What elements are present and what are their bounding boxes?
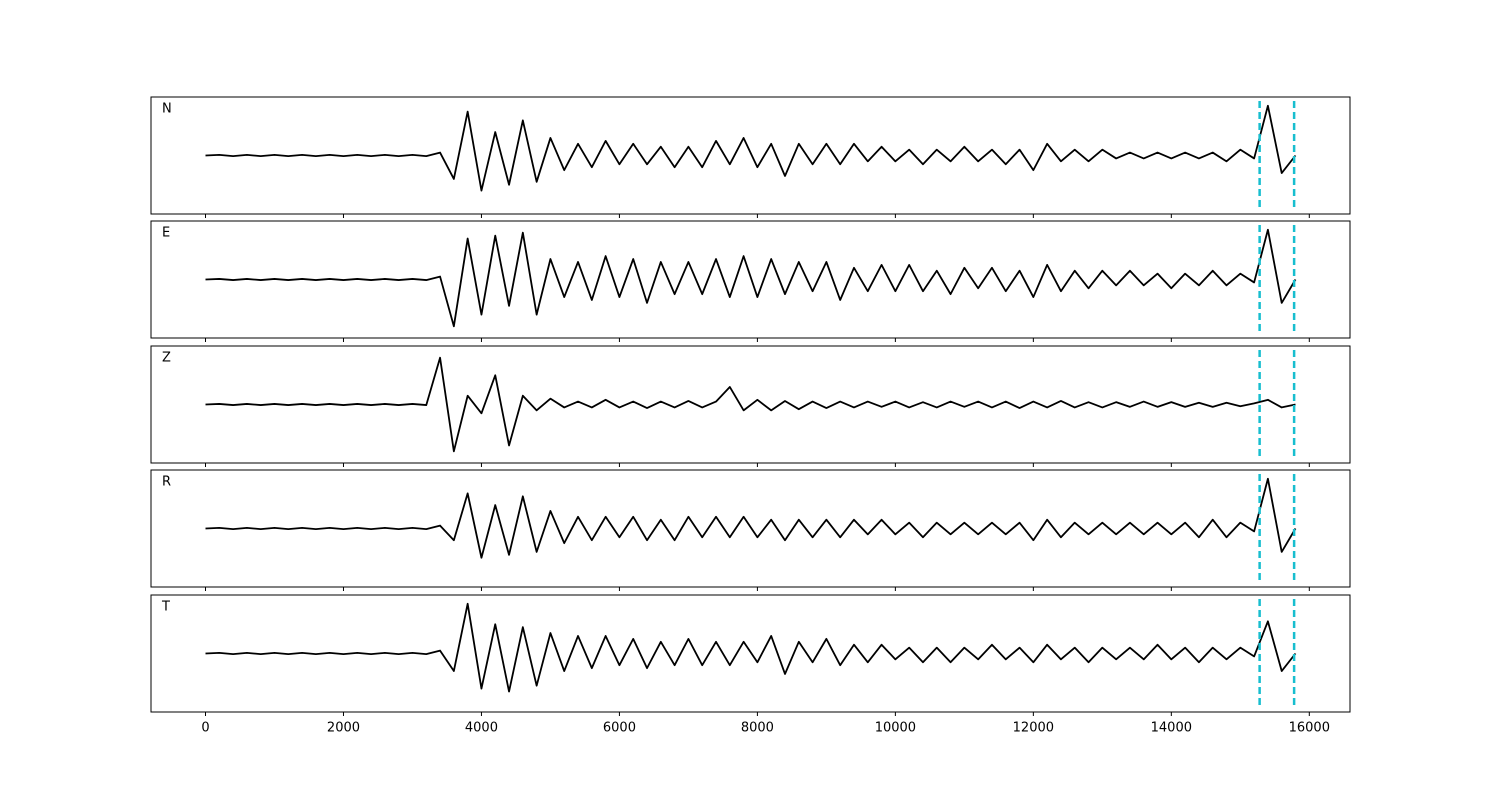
panel-frame [150,469,1351,588]
x-tick-label: 12000 [1013,721,1054,736]
panel-label: R [162,475,171,490]
x-tick-label: 0 [201,721,209,736]
panel-frame [150,594,1351,713]
trace-line [205,228,1297,328]
panel-label: Z [162,351,171,366]
x-tick-label: 14000 [1151,721,1192,736]
panel-label: E [162,226,170,241]
panel-label: N [162,102,172,117]
trace-line [205,602,1297,693]
x-tick-label: 6000 [603,721,636,736]
panel-frame [150,345,1351,464]
x-tick-label: 2000 [327,721,360,736]
x-tick-label: 16000 [1289,721,1330,736]
panel-frame [150,96,1351,215]
trace-line [205,477,1297,559]
trace-line [205,104,1297,192]
trace-line [205,356,1296,453]
panel-label: T [161,600,170,615]
panel-frame [150,220,1351,339]
x-tick-label: 4000 [465,721,498,736]
x-tick-label: 10000 [875,721,916,736]
x-tick-label: 8000 [741,721,774,736]
